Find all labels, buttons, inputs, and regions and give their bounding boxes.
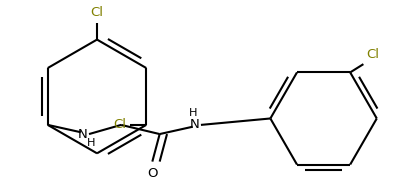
Text: H: H bbox=[87, 138, 95, 148]
Text: N: N bbox=[78, 127, 87, 141]
Text: Cl: Cl bbox=[90, 6, 104, 19]
Text: H: H bbox=[188, 108, 197, 118]
Text: Cl: Cl bbox=[366, 48, 379, 61]
Text: N: N bbox=[190, 118, 199, 131]
Text: Cl: Cl bbox=[113, 118, 126, 131]
Text: O: O bbox=[147, 167, 158, 180]
